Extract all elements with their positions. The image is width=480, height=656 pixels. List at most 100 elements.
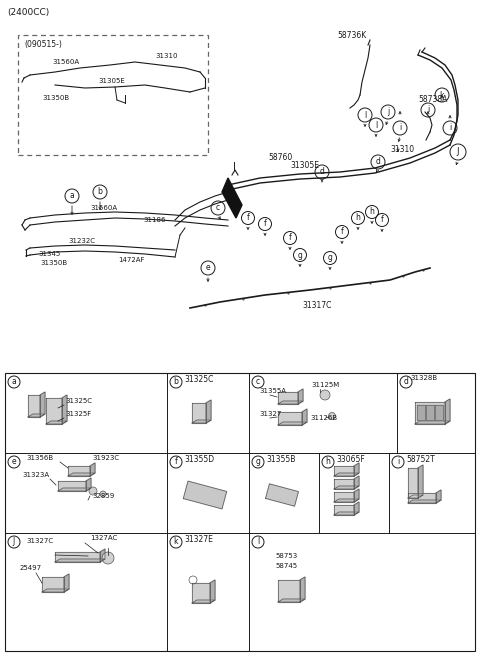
- Text: b: b: [97, 188, 102, 197]
- Text: f: f: [288, 234, 291, 243]
- Text: 31355B: 31355B: [266, 455, 295, 464]
- Polygon shape: [426, 405, 434, 420]
- Text: h: h: [356, 213, 360, 222]
- Text: e: e: [12, 457, 16, 466]
- Text: c: c: [216, 203, 220, 213]
- Text: a: a: [12, 377, 16, 386]
- Text: g: g: [255, 457, 261, 466]
- Polygon shape: [408, 500, 441, 503]
- Polygon shape: [408, 468, 418, 498]
- Ellipse shape: [89, 487, 97, 495]
- Text: f: f: [175, 457, 178, 466]
- Polygon shape: [55, 552, 100, 562]
- Text: (090515-): (090515-): [24, 40, 62, 49]
- Polygon shape: [192, 583, 210, 603]
- Text: j: j: [387, 108, 389, 117]
- Text: 31328B: 31328B: [410, 375, 437, 381]
- Text: 31355D: 31355D: [184, 455, 214, 464]
- Text: i: i: [427, 106, 429, 115]
- Polygon shape: [55, 559, 105, 562]
- Text: d: d: [375, 157, 381, 167]
- Polygon shape: [435, 405, 443, 420]
- Text: h: h: [370, 207, 374, 216]
- Polygon shape: [278, 392, 298, 404]
- Text: i: i: [399, 123, 401, 133]
- Polygon shape: [90, 463, 95, 476]
- Text: 31560A: 31560A: [90, 205, 117, 211]
- Polygon shape: [222, 178, 242, 218]
- Polygon shape: [354, 463, 359, 476]
- Text: 31325C: 31325C: [184, 375, 214, 384]
- Text: b: b: [174, 377, 179, 386]
- Text: 31186: 31186: [143, 217, 166, 223]
- Polygon shape: [334, 492, 354, 502]
- Text: 31232C: 31232C: [68, 238, 95, 244]
- Bar: [5, 373, 475, 651]
- Ellipse shape: [328, 413, 336, 419]
- Text: 31327E: 31327E: [184, 535, 213, 544]
- Text: d: d: [404, 377, 408, 386]
- Polygon shape: [436, 490, 441, 503]
- Text: 1472AF: 1472AF: [118, 257, 144, 263]
- Text: 33065F: 33065F: [336, 455, 365, 464]
- Text: 31327: 31327: [259, 411, 281, 417]
- Polygon shape: [300, 577, 305, 602]
- Polygon shape: [278, 422, 307, 425]
- Polygon shape: [278, 599, 305, 602]
- Text: g: g: [327, 253, 333, 262]
- Polygon shape: [408, 495, 423, 498]
- Polygon shape: [278, 401, 303, 404]
- Polygon shape: [68, 466, 90, 476]
- Polygon shape: [58, 488, 91, 491]
- Text: 31310: 31310: [390, 145, 414, 154]
- Text: 32859: 32859: [92, 493, 114, 499]
- Text: 31356B: 31356B: [26, 455, 53, 461]
- Text: J: J: [13, 537, 15, 546]
- Polygon shape: [206, 400, 211, 423]
- Text: 31305E: 31305E: [98, 78, 125, 84]
- Text: 31323A: 31323A: [22, 472, 49, 478]
- Polygon shape: [183, 481, 227, 509]
- Polygon shape: [28, 414, 45, 417]
- Polygon shape: [417, 405, 425, 420]
- Text: 31355A: 31355A: [259, 388, 286, 394]
- Text: i: i: [397, 457, 399, 466]
- Polygon shape: [445, 399, 450, 424]
- Polygon shape: [418, 465, 423, 498]
- Polygon shape: [354, 489, 359, 502]
- Polygon shape: [192, 403, 206, 423]
- Text: g: g: [298, 251, 302, 260]
- Polygon shape: [415, 402, 445, 424]
- Text: 31126B: 31126B: [310, 415, 337, 421]
- Text: 31327C: 31327C: [26, 538, 53, 544]
- Polygon shape: [68, 473, 95, 476]
- Text: i: i: [449, 123, 451, 133]
- Text: 31317C: 31317C: [302, 301, 331, 310]
- Polygon shape: [46, 421, 67, 424]
- Polygon shape: [42, 577, 64, 592]
- Ellipse shape: [320, 390, 330, 400]
- Polygon shape: [354, 502, 359, 515]
- Polygon shape: [278, 580, 300, 602]
- Polygon shape: [86, 478, 91, 491]
- Polygon shape: [64, 574, 69, 592]
- Text: l: l: [375, 121, 377, 129]
- Polygon shape: [334, 499, 359, 502]
- Text: 31325F: 31325F: [65, 411, 91, 417]
- Text: d: d: [320, 167, 324, 176]
- Polygon shape: [354, 476, 359, 489]
- Polygon shape: [334, 466, 354, 476]
- Text: l: l: [364, 110, 366, 119]
- Polygon shape: [210, 580, 215, 603]
- Text: k: k: [174, 537, 178, 546]
- Polygon shape: [278, 412, 302, 425]
- Polygon shape: [42, 589, 69, 592]
- Text: 1327AC: 1327AC: [90, 535, 117, 541]
- Text: 58752T: 58752T: [406, 455, 435, 464]
- Text: 58738A: 58738A: [418, 95, 447, 104]
- Text: 58745: 58745: [275, 563, 297, 569]
- Polygon shape: [415, 421, 450, 424]
- Polygon shape: [334, 479, 354, 489]
- Polygon shape: [100, 549, 105, 562]
- Text: (2400CC): (2400CC): [7, 8, 49, 17]
